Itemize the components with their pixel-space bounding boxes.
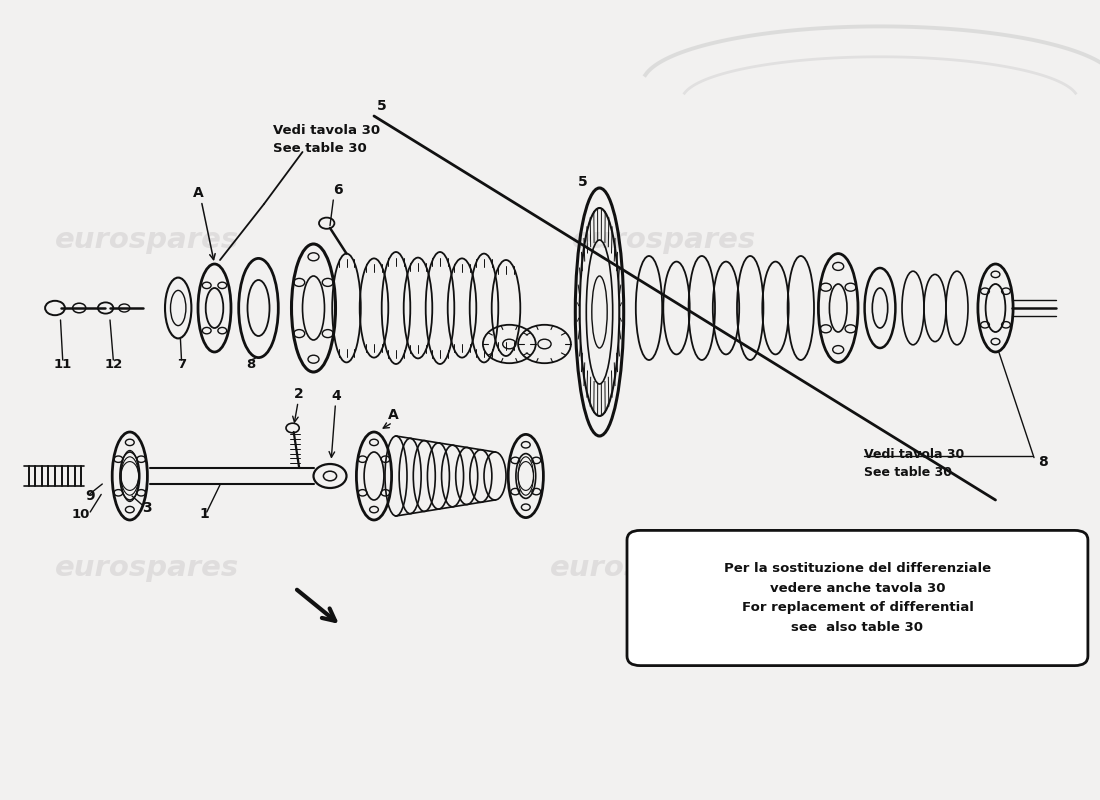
- Text: 7: 7: [177, 358, 186, 371]
- Text: 5: 5: [579, 174, 587, 189]
- Text: Vedi tavola 30
See table 30: Vedi tavola 30 See table 30: [864, 449, 964, 479]
- Text: 1: 1: [200, 507, 209, 522]
- Text: 12: 12: [104, 358, 122, 371]
- Text: 5: 5: [377, 99, 386, 114]
- Text: 10: 10: [72, 509, 89, 522]
- Text: 6: 6: [333, 182, 342, 197]
- Text: 11: 11: [54, 358, 72, 371]
- Text: eurospares: eurospares: [55, 226, 240, 254]
- Text: A: A: [388, 408, 399, 422]
- Text: 9: 9: [86, 489, 95, 503]
- Text: Per la sostituzione del differenziale
vedere anche tavola 30
For replacement of : Per la sostituzione del differenziale ve…: [724, 562, 991, 634]
- Text: eurospares: eurospares: [55, 554, 240, 582]
- Text: 8: 8: [1038, 454, 1047, 469]
- Text: 4: 4: [332, 389, 341, 403]
- Text: 3: 3: [143, 501, 152, 515]
- Text: A: A: [192, 186, 204, 200]
- FancyBboxPatch shape: [627, 530, 1088, 666]
- Text: 2: 2: [295, 387, 304, 402]
- Text: Vedi tavola 30
See table 30: Vedi tavola 30 See table 30: [273, 125, 380, 155]
- Text: 8: 8: [246, 358, 255, 371]
- Text: eurospares: eurospares: [572, 226, 757, 254]
- Text: eurospares: eurospares: [550, 554, 735, 582]
